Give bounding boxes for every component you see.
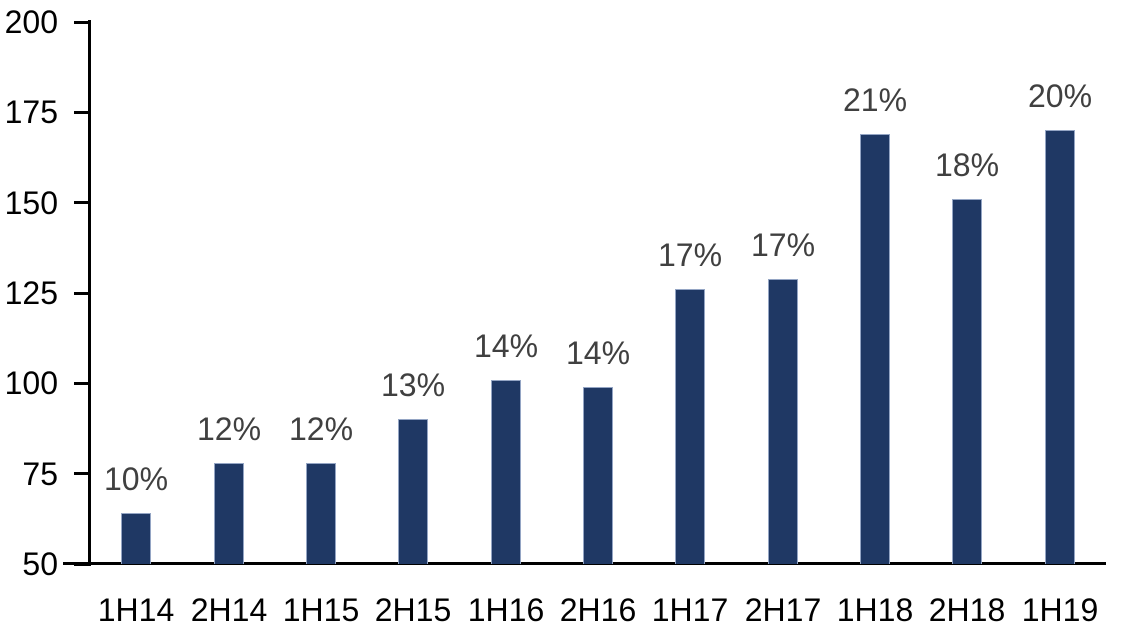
y-tick-mark <box>74 111 88 114</box>
bar-data-label: 14% <box>473 328 539 364</box>
y-tick-mark <box>74 201 88 204</box>
x-tick-label: 2H16 <box>559 592 637 628</box>
x-tick-label: 1H19 <box>1021 592 1099 628</box>
y-tick-mark <box>74 382 88 385</box>
y-tick-label: 75 <box>22 456 58 492</box>
x-tick-label: 1H18 <box>836 592 914 628</box>
y-tick-mark <box>74 472 88 475</box>
bar-data-label: 21% <box>842 82 908 118</box>
bar <box>121 513 151 564</box>
x-tick-label: 2H15 <box>374 592 452 628</box>
bar <box>1045 130 1075 564</box>
y-axis-line <box>88 20 91 566</box>
bar <box>860 134 890 564</box>
x-tick-label: 1H17 <box>651 592 729 628</box>
x-tick-label: 1H16 <box>467 592 545 628</box>
bar <box>214 463 244 564</box>
bar-data-label: 13% <box>380 367 446 403</box>
y-tick-mark <box>74 21 88 24</box>
x-tick-label: 2H18 <box>928 592 1006 628</box>
y-tick-label: 100 <box>4 365 58 401</box>
x-tick-label: 2H14 <box>190 592 268 628</box>
y-tick-label: 150 <box>4 185 58 221</box>
x-tick-label: 2H17 <box>744 592 822 628</box>
bar <box>952 199 982 564</box>
bar <box>768 279 798 564</box>
y-tick-label: 125 <box>4 275 58 311</box>
y-tick-mark <box>74 292 88 295</box>
x-tick-label: 1H14 <box>97 592 175 628</box>
y-tick-label: 50 <box>22 546 58 582</box>
bar <box>583 387 613 564</box>
bar-data-label: 10% <box>103 461 169 497</box>
y-tick-label: 175 <box>4 94 58 130</box>
x-tick-label: 1H15 <box>282 592 360 628</box>
bar-data-label: 12% <box>288 411 354 447</box>
bar-data-label: 12% <box>196 411 262 447</box>
bar-data-label: 18% <box>934 147 1000 183</box>
bar-data-label: 20% <box>1027 78 1093 114</box>
bar <box>675 289 705 564</box>
bar-data-label: 17% <box>657 237 723 273</box>
bar-data-label: 17% <box>750 227 816 263</box>
bar-data-label: 14% <box>565 335 631 371</box>
y-tick-label: 200 <box>4 4 58 40</box>
y-tick-mark <box>74 563 88 566</box>
bar <box>491 380 521 564</box>
bar <box>398 419 428 564</box>
bar <box>306 463 336 564</box>
